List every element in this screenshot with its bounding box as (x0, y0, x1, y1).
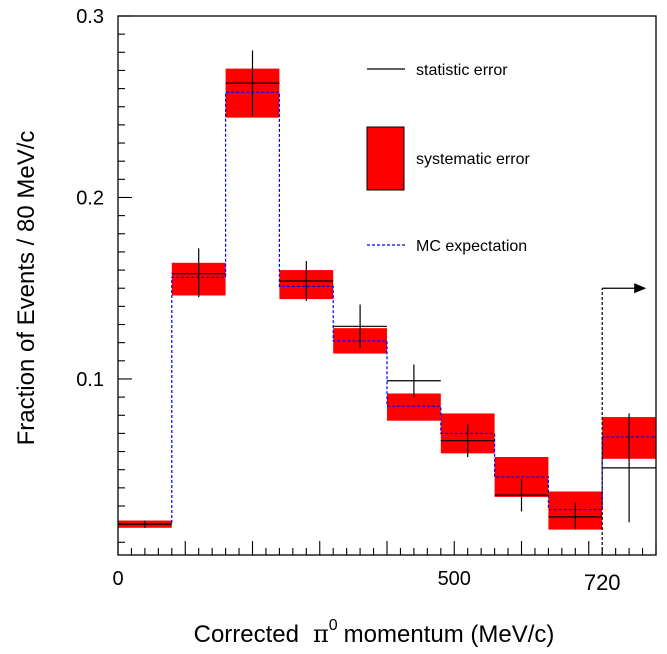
x-axis-title-superscript: 0 (329, 617, 338, 634)
cut-arrow-head (634, 283, 647, 294)
x-axis-title-prefix: Corrected (194, 621, 299, 648)
x-axis-title-symbol: π (313, 620, 329, 648)
legend-stat-label: statistic error (416, 62, 508, 79)
y-axis-title: Fraction of Events / 80 MeV/c (13, 131, 40, 446)
mc-expectation-line (118, 91, 656, 525)
x-tick-label-0: 0 (112, 568, 123, 590)
y-tick-label-0: 0.1 (76, 369, 104, 391)
x-tick-label-2: 720 (584, 570, 621, 595)
y-tick-label-2: 0.3 (76, 6, 104, 28)
x-tick-label-1: 500 (438, 568, 471, 590)
x-axis-title-suffix: momentum (MeV/c) (344, 621, 555, 648)
x-axis-title: Corrected π0 momentum (MeV/c) (194, 617, 555, 648)
legend-sys-label: systematic error (416, 151, 530, 168)
plot-area: 0.1 0.2 0.3 0 500 720 (76, 6, 657, 595)
sys-error-box-5 (387, 393, 441, 421)
legend: statistic error systematic error MC expe… (366, 62, 530, 255)
legend-sys-swatch (366, 126, 405, 191)
legend-mc-label: MC expectation (416, 238, 527, 255)
y-tick-label-1: 0.2 (76, 187, 104, 209)
